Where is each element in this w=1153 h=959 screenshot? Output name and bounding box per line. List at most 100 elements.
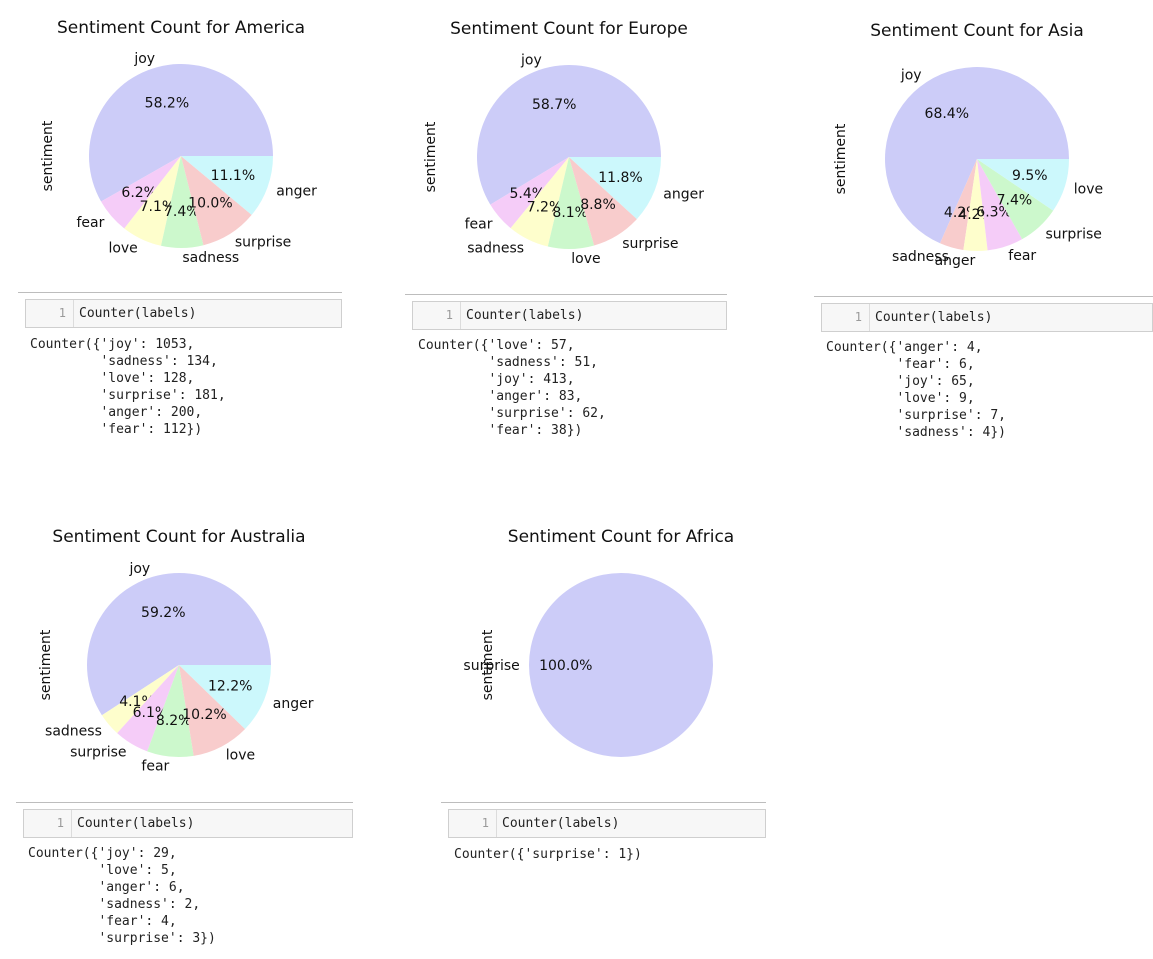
slice-label: fear [465,216,493,232]
pie-svg-america: Sentiment Count for America sentiment joy 5… [40,18,317,266]
chart-title: Sentiment Count for Africa [508,527,734,547]
slice-percent: 68.4% [925,106,969,122]
pie-slice [117,665,179,752]
slice-label: joy [128,561,150,577]
slice-label: anger [935,253,976,269]
code-text: Counter(labels) [502,816,620,831]
y-axis-label: sentiment [40,120,56,191]
cell-divider [441,802,766,803]
slice-label: anger [276,184,317,200]
slice-percent: 11.1% [211,168,255,184]
line-number: 1 [822,304,870,331]
slice-label: surprise [622,236,678,252]
y-axis-label: sentiment [423,121,439,192]
slice-percent: 12.2% [208,679,252,695]
code-text: Counter(labels) [875,310,993,325]
slice-label: joy [133,51,155,67]
slice-percent: 58.7% [532,97,576,113]
pie-slice [529,573,713,757]
pie-slice [977,159,1023,251]
pie-slice [179,665,246,756]
pie-slice [569,157,661,220]
slice-percent: 100.0% [539,658,592,674]
slice-percent: 7.1% [140,199,176,215]
slice-label: anger [663,187,704,203]
pie-slice [88,64,273,202]
cell-output: Counter({'love': 57, 'sadness': 51, 'joy… [418,338,606,438]
slice-percent: 6.2% [121,185,157,201]
pie-slice [569,157,637,246]
code-text: Counter(labels) [466,308,584,323]
pie-slice [86,572,271,716]
pie-slice [963,159,988,251]
pie-slice [476,65,661,205]
slice-percent: 9.5% [1012,168,1048,184]
pie-chart-africa: Sentiment Count for Africa sentiment surpr… [440,508,820,788]
code-input[interactable]: 1 Counter(labels) [412,301,727,330]
pie-slice [161,156,204,248]
cell-divider [18,292,342,293]
pie-slice [124,156,181,246]
slice-label: love [1074,182,1103,198]
pie-slice [940,159,977,250]
slice-percent: 8.8% [580,197,616,213]
slice-label: fear [1008,248,1036,264]
pie-svg-asia: Sentiment Count for Asia sentiment joy 68.4… [833,21,1103,269]
pie-chart-europe: Sentiment Count for Europe sentiment joy 58… [388,0,768,280]
pie-slice [101,665,179,734]
code-input[interactable]: 1 Counter(labels) [448,809,766,838]
cell-divider [814,296,1153,297]
pie-slice [101,156,181,229]
slice-label: anger [273,696,314,712]
notebook-cell-asia: 1 Counter(labels) Counter({'anger': 4, '… [814,296,1153,446]
slice-percent: 7.2% [527,200,563,216]
notebook-cell-africa: 1 Counter(labels) Counter({'surprise': 1… [441,802,766,882]
cell-output: Counter({'anger': 4, 'fear': 6, 'joy': 6… [826,340,1007,440]
pie-slice [147,665,194,757]
slice-label: sadness [182,250,239,266]
pie-chart-america: Sentiment Count for America sentiment joy 5… [0,0,380,280]
pie-slice [490,157,569,229]
cell-output: Counter({'joy': 1053, 'sadness': 134, 'l… [30,337,226,437]
slice-label: love [108,241,137,257]
slice-label: surprise [1046,227,1102,243]
y-axis-label: sentiment [38,629,54,700]
notebook-cell-australia: 1 Counter(labels) Counter({'joy': 29, 'l… [16,802,353,952]
pie-chart-asia: Sentiment Count for Asia sentiment joy 68.4… [796,0,1153,280]
cell-divider [16,802,353,803]
pie-slice [179,665,271,729]
cell-divider [405,294,727,295]
pie-svg-africa: Sentiment Count for Africa sentimentsurpr… [463,527,734,757]
code-input[interactable]: 1 Counter(labels) [25,299,342,328]
code-input[interactable]: 1 Counter(labels) [821,303,1153,332]
code-text: Counter(labels) [77,816,195,831]
chart-title: Sentiment Count for Europe [450,19,688,39]
slice-label: joy [520,53,542,69]
code-input[interactable]: 1 Counter(labels) [23,809,353,838]
chart-title: Sentiment Count for Asia [870,21,1084,41]
slice-percent: 8.1% [552,205,588,221]
slice-percent: 10.0% [188,196,232,212]
pie-svg-australia: Sentiment Count for Australia sentiment jo… [38,527,314,775]
slice-label: sadness [467,241,524,257]
pie-slice [510,157,569,247]
slice-percent: 10.2% [182,707,226,723]
slice-label: joy [900,67,922,83]
chart-title: Sentiment Count for America [57,18,305,38]
slice-percent: 6.3% [976,205,1012,221]
pie-slice [885,67,1069,244]
line-number: 1 [413,302,461,329]
notebook-cell-europe: 1 Counter(labels) Counter({'love': 57, '… [405,294,727,444]
slice-percent: 6.1% [133,705,169,721]
pie-slice [181,156,252,246]
line-number: 1 [24,810,72,837]
cell-output: Counter({'joy': 29, 'love': 5, 'anger': … [28,846,216,946]
slice-label: fear [77,215,105,231]
slice-label: sadness [892,249,949,265]
slice-percent: 7.4% [164,204,200,220]
slice-label: surprise [70,745,126,761]
pie-slice [547,157,595,249]
chart-title: Sentiment Count for Australia [52,527,305,547]
cell-output: Counter({'surprise': 1}) [454,847,642,862]
pie-slice [977,159,1069,211]
